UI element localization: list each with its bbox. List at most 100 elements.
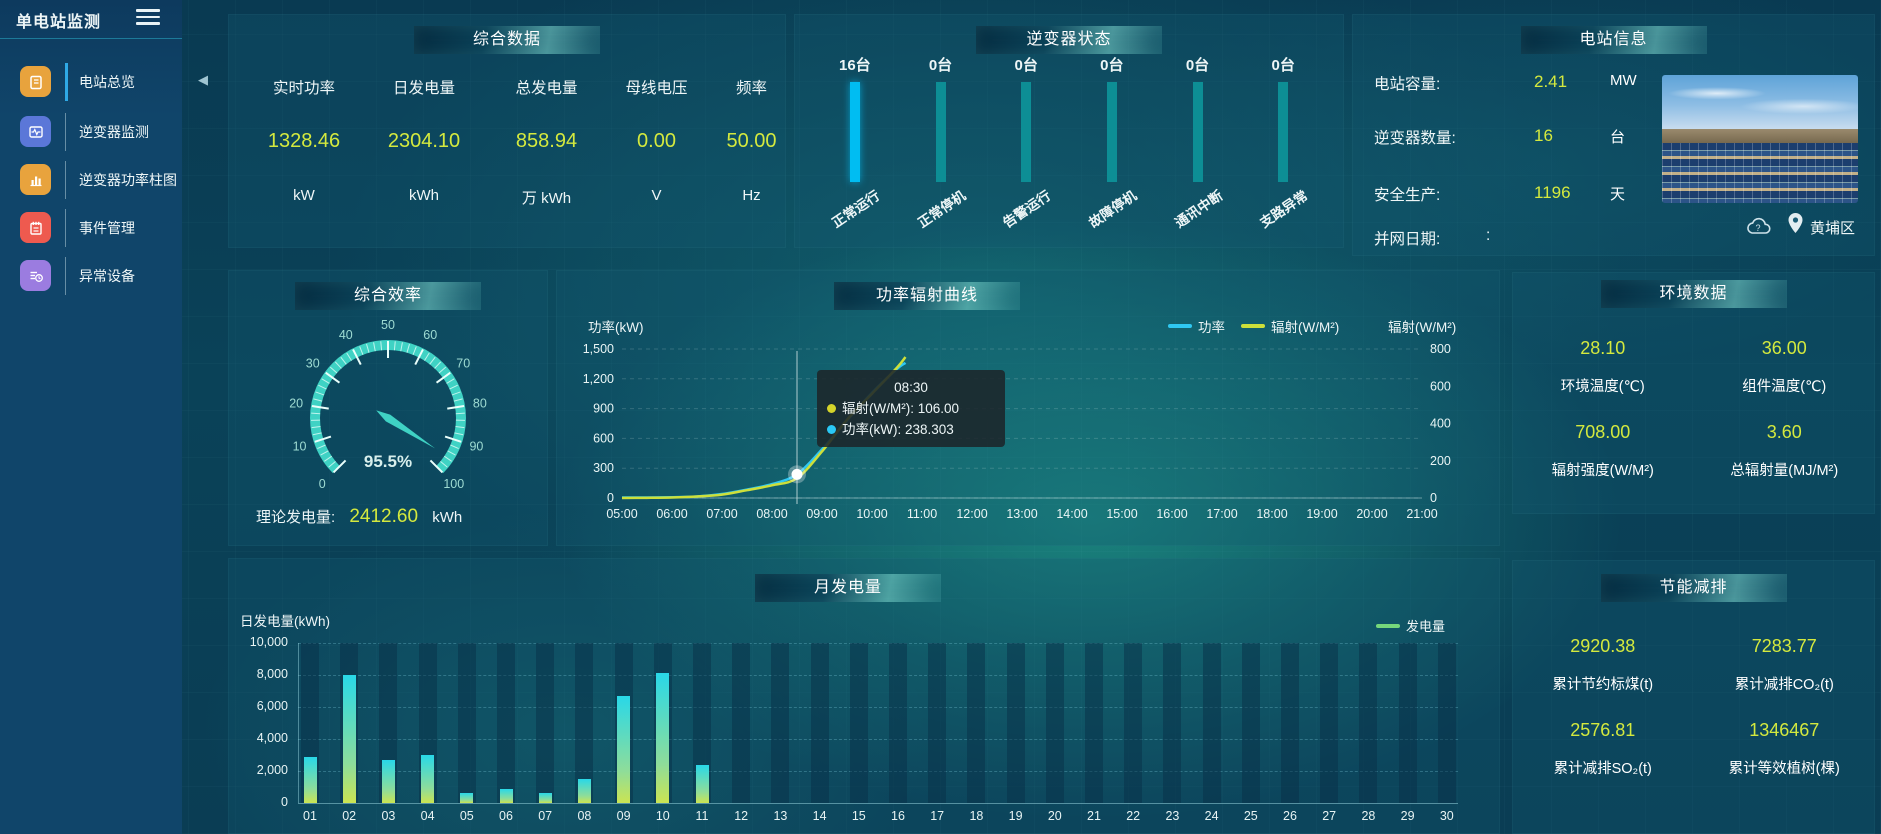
efficiency-gauge[interactable]: 0 10 20 30 40 50 60 70 80 90 100 [268, 308, 508, 528]
tooltip-text: 辐射(W/M²): 106.00 [842, 401, 960, 416]
tooltip-row: 功率(kW): 238.303 [827, 419, 995, 440]
saving-metrics: 2920.38 累计节约标煤(t) 7283.77 累计减排CO₂(t) 2576.81… [1512, 636, 1875, 778]
info-label: 电站容量: [1374, 76, 1441, 93]
panel-title-text: 功率辐射曲线 [875, 287, 978, 304]
curve-chart-canvas[interactable]: 1,500 1,200 900 600 300 0 800 600 400 200 0 05:00 06… [556, 270, 1500, 546]
y-axis-tick: 8,000 [256, 667, 288, 681]
svg-text:21:00: 21:00 [1406, 507, 1437, 521]
sidebar-item-label: 电站总览 [79, 74, 135, 90]
info-unit: 天 [1610, 186, 1626, 203]
environment-metrics: 28.10 环境温度(℃) 36.00 组件温度(℃) 708.00 辐射强度(W/M²)… [1512, 338, 1875, 480]
hamburger-menu-icon[interactable] [136, 9, 160, 27]
svg-text:40: 40 [339, 328, 353, 342]
bar-day-06[interactable] [499, 788, 513, 803]
svg-text:800: 800 [1430, 342, 1451, 356]
bar-background [771, 643, 790, 803]
sidebar-item-event-management[interactable]: 事件管理 [0, 206, 182, 250]
bar-background [1320, 643, 1339, 803]
legend-swatch [1376, 623, 1400, 628]
svg-text:08:00: 08:00 [756, 507, 787, 521]
metric-value: 858.94 [515, 130, 578, 152]
grid-date-row: 并网日期: : [1374, 227, 1490, 249]
overview-metrics: 实时功率 1328.46 kW 日发电量 2304.10 kWh 总发电量 858.94 万 k… [244, 64, 799, 208]
metric-unit: 万 kWh [521, 190, 572, 207]
bar-background [536, 643, 555, 803]
weather-cloud-icon[interactable]: ? [1744, 216, 1774, 238]
bar-day-09[interactable] [617, 695, 631, 803]
bar-day-08[interactable] [577, 779, 591, 803]
panel-monthly-energy: 月发电量 日发电量(kWh) 发电量 10,000 8,000 6,000 4,000… [228, 558, 1500, 834]
collapse-sidebar-arrow[interactable]: ◀ [198, 72, 208, 87]
inverter-status-column: 0台 支路异常 [1240, 54, 1326, 231]
x-axis-tick: 26 [1283, 809, 1297, 823]
svg-text:13:00: 13:00 [1006, 507, 1037, 521]
gridline [298, 803, 1458, 804]
memo-icon [20, 212, 51, 243]
x-axis-tick: 25 [1243, 809, 1258, 823]
y-axis-tick: 2,000 [256, 763, 288, 777]
bar-day-04[interactable] [421, 755, 435, 803]
legend-item[interactable]: 功率 [1168, 316, 1225, 336]
station-info-row: 电站容量: 2.41 MW [1374, 72, 1637, 94]
svg-text:19:00: 19:00 [1306, 507, 1337, 521]
bar-day-02[interactable] [342, 675, 356, 803]
inverter-status-column: 0台 通讯中断 [1155, 54, 1241, 231]
station-photo [1662, 75, 1858, 203]
sidebar-divider [0, 38, 182, 39]
environment-metric: 708.00 辐射强度(W/M²) [1512, 422, 1694, 480]
legend-item[interactable]: 辐射(W/M²) [1241, 316, 1339, 336]
sidebar-item-abnormal-devices[interactable]: 异常设备 [0, 254, 182, 298]
sidebar-item-station-overview[interactable]: 电站总览 [0, 60, 182, 104]
sidebar-item-label: 逆变器功率柱图 [79, 172, 177, 188]
environment-metric: 28.10 环境温度(℃) [1512, 338, 1694, 396]
info-value: 1196 [1534, 183, 1571, 202]
location-pin-icon[interactable] [1788, 213, 1803, 233]
bar-background [849, 643, 868, 803]
inverter-count: 0台 [928, 57, 953, 74]
y-axis-tick: 10,000 [249, 635, 288, 649]
inverter-status-bar [935, 82, 946, 182]
bar-day-10[interactable] [656, 673, 670, 803]
device-list-icon [20, 260, 51, 291]
station-info-row: 逆变器数量: 16 台 [1374, 126, 1625, 148]
bar-day-03[interactable] [381, 759, 395, 803]
sidebar-item-label: 异常设备 [79, 268, 135, 284]
legend-label: 辐射(W/M²) [1271, 320, 1340, 335]
x-axis-tick: 14 [812, 809, 827, 823]
panel-title-text: 综合数据 [472, 31, 541, 48]
photo-solar-panels [1662, 142, 1858, 203]
tooltip-text: 功率(kW): 238.303 [842, 422, 954, 437]
sidebar-item-inverter-monitor[interactable]: 逆变器监测 [0, 110, 182, 154]
metric-unit: kWh [409, 187, 439, 204]
photo-hills [1662, 128, 1858, 143]
location-label[interactable]: 黄埔区 [1810, 220, 1856, 237]
bar-day-11[interactable] [695, 764, 709, 803]
metric-value: 0.00 [637, 130, 676, 152]
monitor-pulse-icon [20, 116, 51, 147]
bar-day-01[interactable] [303, 756, 317, 803]
x-axis-tick: 30 [1439, 809, 1454, 823]
bar-background [1045, 643, 1064, 803]
panel-title-text: 节能减排 [1659, 579, 1728, 596]
bar-background [1241, 643, 1260, 803]
x-axis-tick: 01 [303, 809, 317, 823]
inverter-status-bar [1278, 82, 1289, 182]
theory-energy-label: 理论发电量: [256, 509, 336, 526]
theory-energy-row: 理论发电量: 2412.60 kWh [256, 506, 462, 528]
chart-tooltip: 08:30 辐射(W/M²): 106.00 功率(kW): 238.303 [817, 370, 1005, 447]
bar-day-07[interactable] [538, 792, 552, 803]
svg-text:600: 600 [593, 431, 614, 445]
svg-text:10: 10 [293, 440, 307, 454]
metric-label: 辐射强度(W/M²) [1551, 463, 1654, 479]
panel-overview-data: 综合数据 实时功率 1328.46 kW 日发电量 2304.10 kWh 总发电量 858.… [228, 14, 786, 248]
svg-text:17:00: 17:00 [1206, 507, 1237, 521]
sidebar-item-inverter-power-chart[interactable]: 逆变器功率柱图 [0, 158, 182, 202]
panel-title-text: 电站信息 [1579, 31, 1648, 48]
inverter-status-label: 支路异常 [1257, 187, 1311, 231]
sidebar: 单电站监测 电站总览 逆变器监测 逆变器功率柱图 事件管理 异常设备 [0, 0, 182, 834]
bar-day-05[interactable] [460, 792, 474, 803]
bar-background [1085, 643, 1103, 803]
metric-value: 7283.77 [1751, 636, 1817, 656]
metric-label: 频率 [735, 80, 767, 97]
inverter-status-label: 故障停机 [1086, 187, 1140, 231]
